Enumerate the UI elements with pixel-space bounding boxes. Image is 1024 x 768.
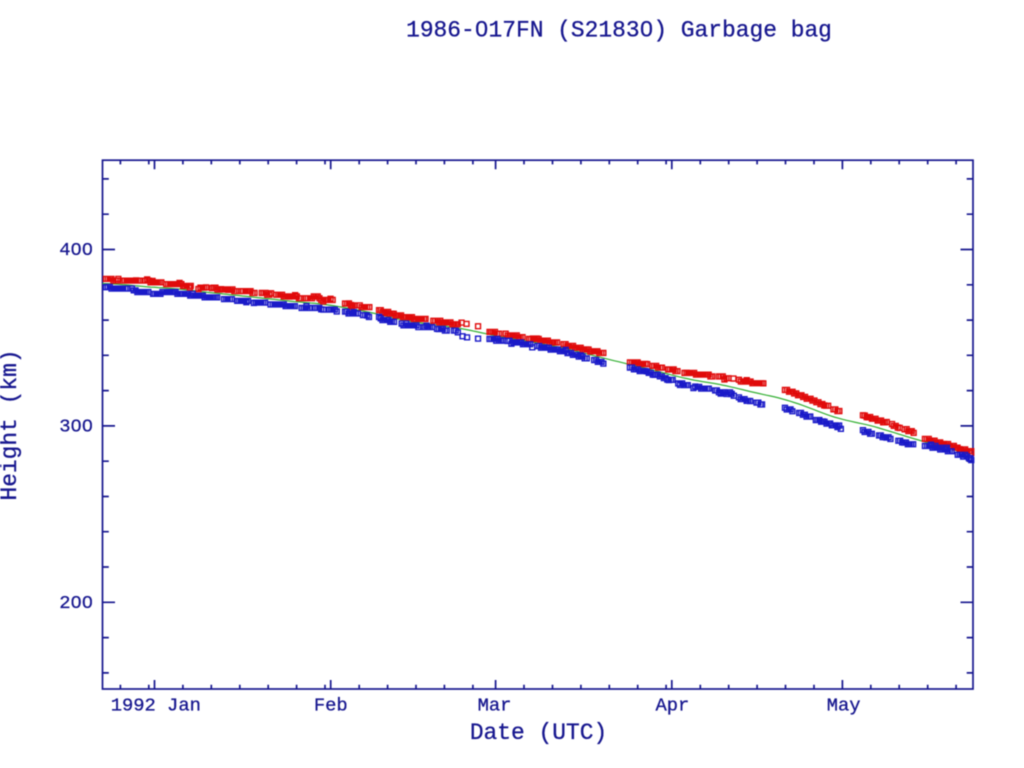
svg-text:Feb: Feb <box>314 695 348 717</box>
svg-text:Apr: Apr <box>655 695 689 717</box>
svg-text:Height (km): Height (km) <box>0 349 23 500</box>
svg-text:1992 Jan: 1992 Jan <box>111 695 201 717</box>
svg-text:Date (UTC): Date (UTC) <box>470 720 607 746</box>
svg-text:May: May <box>827 695 861 717</box>
svg-text:Mar: Mar <box>478 695 512 717</box>
svg-text:1986-017FN (S21830) Garbage ba: 1986-017FN (S21830) Garbage bag <box>406 18 832 44</box>
